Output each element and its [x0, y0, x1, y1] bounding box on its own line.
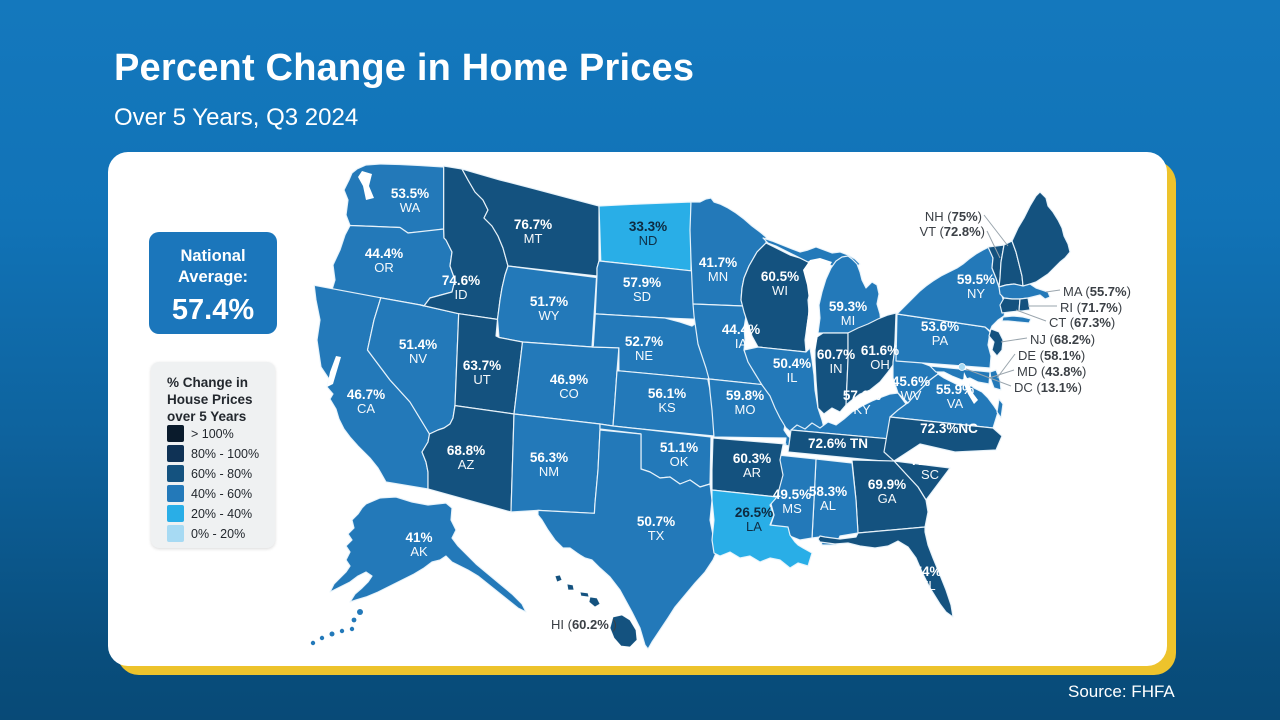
svg-text:ND: ND: [639, 233, 658, 248]
svg-text:MI: MI: [841, 313, 855, 328]
svg-text:63.7%: 63.7%: [463, 358, 501, 373]
svg-text:59.3%: 59.3%: [829, 299, 867, 314]
svg-text:57.9%: 57.9%: [623, 275, 661, 290]
svg-text:50.7%: 50.7%: [637, 514, 675, 529]
svg-text:56.1%: 56.1%: [648, 386, 686, 401]
svg-text:UT: UT: [473, 372, 490, 387]
svg-text:61.6%: 61.6%: [861, 343, 899, 358]
svg-text:51.1%: 51.1%: [660, 440, 698, 455]
svg-text:51.4%: 51.4%: [399, 337, 437, 352]
svg-text:KS: KS: [658, 400, 676, 415]
svg-text:33.3%: 33.3%: [629, 219, 667, 234]
svg-text:VA: VA: [947, 396, 964, 411]
svg-text:NV: NV: [409, 351, 427, 366]
svg-text:72.6% TN: 72.6% TN: [808, 436, 868, 451]
svg-text:CO: CO: [559, 386, 579, 401]
svg-text:69.9%: 69.9%: [868, 477, 906, 492]
svg-text:SC: SC: [921, 467, 939, 482]
svg-text:51.7%: 51.7%: [530, 294, 568, 309]
svg-text:60.7%: 60.7%: [817, 347, 855, 362]
svg-text:56.3%: 56.3%: [530, 450, 568, 465]
svg-text:KY: KY: [853, 402, 871, 417]
svg-text:76.7%: 76.7%: [514, 217, 552, 232]
svg-text:AR: AR: [743, 465, 761, 480]
svg-text:50.4%: 50.4%: [773, 356, 811, 371]
svg-text:IN: IN: [830, 361, 843, 376]
svg-text:MA (55.7%): MA (55.7%): [1063, 284, 1131, 299]
svg-text:68.8%: 68.8%: [447, 443, 485, 458]
svg-text:CA: CA: [357, 401, 375, 416]
svg-text:MD (43.8%): MD (43.8%): [1017, 364, 1086, 379]
svg-text:MT: MT: [524, 231, 543, 246]
svg-text:OH: OH: [870, 357, 890, 372]
svg-text:44.4%: 44.4%: [365, 246, 403, 261]
svg-text:IA: IA: [735, 336, 748, 351]
svg-text:RI (71.7%): RI (71.7%): [1060, 300, 1122, 315]
svg-text:OR: OR: [374, 260, 394, 275]
svg-text:WA: WA: [400, 200, 421, 215]
svg-text:FL: FL: [920, 578, 935, 593]
svg-text:52.7%: 52.7%: [625, 334, 663, 349]
svg-text:53.5%: 53.5%: [391, 186, 429, 201]
svg-text:59.8%: 59.8%: [726, 388, 764, 403]
svg-text:58.3%: 58.3%: [809, 484, 847, 499]
svg-text:74%: 74%: [914, 564, 941, 579]
svg-text:SD: SD: [633, 289, 651, 304]
svg-text:72.3%NC: 72.3%NC: [920, 421, 978, 436]
svg-text:IL: IL: [787, 370, 798, 385]
svg-text:TX: TX: [648, 528, 665, 543]
svg-text:46.9%: 46.9%: [550, 372, 588, 387]
svg-text:NE: NE: [635, 348, 653, 363]
svg-text:AZ: AZ: [458, 457, 475, 472]
svg-text:53.6%: 53.6%: [921, 319, 959, 334]
svg-text:DE (58.1%): DE (58.1%): [1018, 348, 1085, 363]
svg-text:60.5%: 60.5%: [761, 269, 799, 284]
svg-text:72.0%: 72.0%: [911, 453, 949, 468]
svg-text:WY: WY: [539, 308, 560, 323]
svg-text:45.6%: 45.6%: [892, 374, 930, 389]
svg-text:74.6%: 74.6%: [442, 273, 480, 288]
svg-text:MS: MS: [782, 501, 802, 516]
svg-text:HI (60.2% ): HI (60.2% ): [551, 617, 617, 632]
svg-text:59.5%: 59.5%: [957, 272, 995, 287]
svg-text:60.3%: 60.3%: [733, 451, 771, 466]
svg-text:44.4%: 44.4%: [722, 322, 760, 337]
svg-text:NJ (68.2%): NJ (68.2%): [1030, 332, 1095, 347]
svg-text:46.7%: 46.7%: [347, 387, 385, 402]
svg-text:AK: AK: [410, 544, 428, 559]
svg-text:55.9%: 55.9%: [936, 382, 974, 397]
svg-text:GA: GA: [878, 491, 897, 506]
svg-text:AL: AL: [820, 498, 836, 513]
svg-text:NH (75%): NH (75%): [925, 209, 982, 224]
svg-text:26.5%: 26.5%: [735, 505, 773, 520]
svg-text:PA: PA: [932, 333, 949, 348]
svg-text:MO: MO: [735, 402, 756, 417]
svg-text:NM: NM: [539, 464, 559, 479]
svg-text:LA: LA: [746, 519, 762, 534]
svg-text:MN: MN: [708, 269, 728, 284]
svg-text:WV: WV: [901, 388, 922, 403]
svg-text:OK: OK: [670, 454, 689, 469]
svg-text:NY: NY: [967, 286, 985, 301]
svg-text:49.5%: 49.5%: [773, 487, 811, 502]
svg-text:WI: WI: [772, 283, 788, 298]
svg-text:41%: 41%: [405, 530, 432, 545]
svg-text:57.1%: 57.1%: [843, 388, 881, 403]
svg-text:DC (13.1%): DC (13.1%): [1014, 380, 1082, 395]
svg-text:ID: ID: [455, 287, 468, 302]
svg-text:VT (72.8%): VT (72.8%): [919, 224, 985, 239]
svg-text:41.7%: 41.7%: [699, 255, 737, 270]
svg-text:CT (67.3%): CT (67.3%): [1049, 315, 1115, 330]
